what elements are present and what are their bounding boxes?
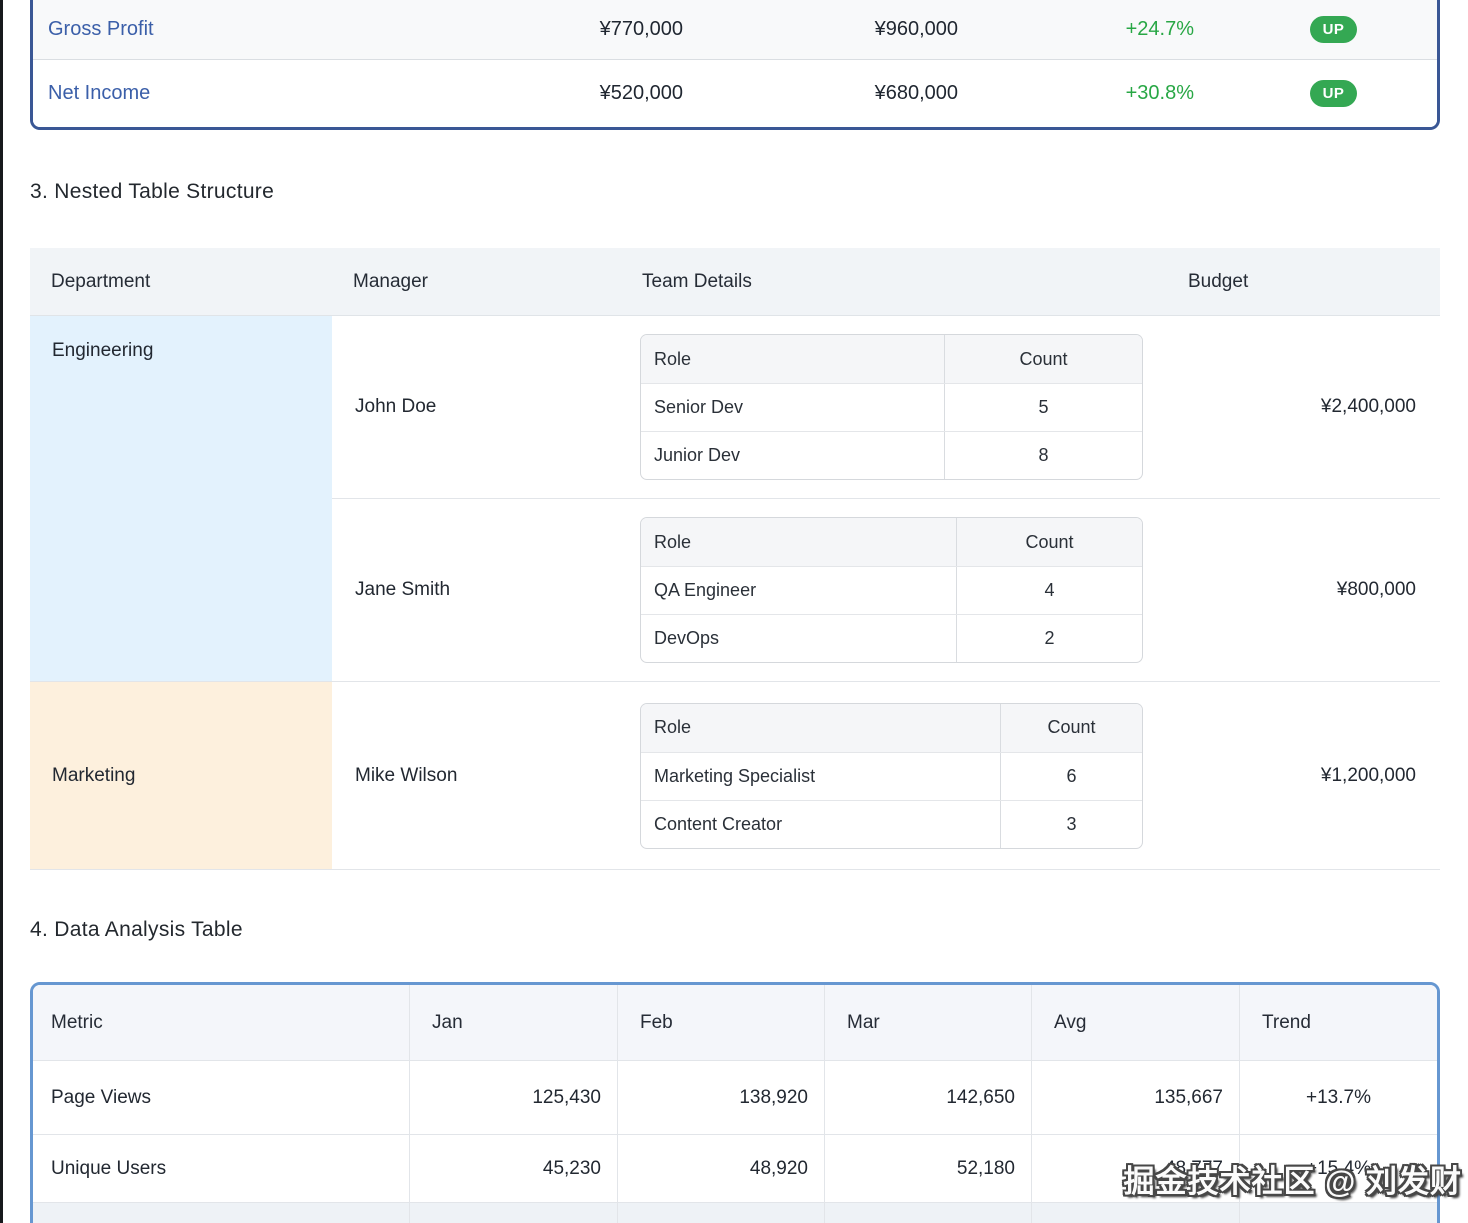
manager-row-jane-smith: Jane Smith Role Count QA Engineer 4 <box>332 498 1440 681</box>
count-cell: 6 <box>1066 765 1077 786</box>
department-group-marketing: Marketing Mike Wilson Role Count M <box>30 681 1440 869</box>
nested-header-count: Count <box>1019 348 1068 369</box>
column-header-trend: Trend <box>1262 1011 1311 1033</box>
count-cell: 8 <box>1038 445 1049 465</box>
budget-cell: ¥2,400,000 <box>1320 396 1416 417</box>
mar-value: 142,650 <box>825 1061 1032 1134</box>
previous-value: ¥770,000 <box>599 18 683 40</box>
previous-value: ¥520,000 <box>599 82 683 104</box>
nested-header-role: Role <box>641 335 945 383</box>
avg-value: 135,667 <box>1032 1061 1240 1134</box>
feb-value: 48,920 <box>618 1135 825 1202</box>
column-header-team-details: Team Details <box>642 270 752 292</box>
nested-row: Content Creator 3 <box>641 799 1142 848</box>
column-header-jan: Jan <box>410 985 618 1060</box>
count-cell: 3 <box>1066 813 1077 834</box>
table-header-row: Metric Jan Feb Mar Avg Trend <box>33 985 1437 1060</box>
table-row-net-income: Net Income ¥520,000 ¥680,000 +30.8% UP <box>33 60 1437 127</box>
department-group-engineering: Engineering John Doe Role Count Se <box>30 316 1440 681</box>
column-header-metric: Metric <box>33 985 410 1060</box>
manager-row-john-doe: John Doe Role Count Senior Dev 5 <box>332 316 1440 498</box>
budget-cell: ¥800,000 <box>1336 579 1416 600</box>
trend-value: +13.7% <box>1306 1086 1371 1108</box>
nested-header-count: Count <box>1025 531 1074 552</box>
nested-header-row: Role Count <box>641 703 1142 752</box>
nested-team-table: Role Count QA Engineer 4 DevOps 2 <box>640 517 1143 663</box>
nested-header-row: Role Count <box>641 335 1142 383</box>
manager-name: Jane Smith <box>355 579 451 600</box>
role-cell: Content Creator <box>641 800 1001 848</box>
nested-row: QA Engineer 4 <box>641 566 1142 614</box>
metric-cell: Unique Users <box>33 1135 410 1202</box>
column-header-budget: Budget <box>1188 270 1249 292</box>
change-percent: +30.8% <box>1125 82 1194 104</box>
trend-value: +15.4% <box>1306 1157 1371 1179</box>
metric-cell: Page Views <box>33 1061 410 1134</box>
column-header-avg: Avg <box>1032 985 1240 1060</box>
nested-header-row: Role Count <box>641 518 1142 566</box>
up-badge: UP <box>1309 80 1358 107</box>
badge-cell: UP <box>1230 16 1437 43</box>
badge-cell: UP <box>1230 80 1437 107</box>
column-header-mar: Mar <box>825 985 1032 1060</box>
table-row-partial <box>33 1202 1437 1223</box>
column-header-department: Department <box>51 270 151 292</box>
table-body: Engineering John Doe Role Count Se <box>30 316 1440 870</box>
role-cell: Senior Dev <box>641 384 945 431</box>
current-value: ¥960,000 <box>874 18 958 40</box>
nested-team-table: Role Count Senior Dev 5 Junior Dev 8 <box>640 334 1143 480</box>
watermark: 掘金技术社区 @ 刘发财 <box>1123 1164 1462 1199</box>
jan-value: 125,430 <box>410 1061 618 1134</box>
nested-header-role: Role <box>641 518 957 566</box>
manager-name: Mike Wilson <box>355 764 458 786</box>
team-details-cell: Role Count Senior Dev 5 Junior Dev 8 <box>630 316 1150 498</box>
page-content: Gross Profit ¥770,000 ¥960,000 +24.7% UP… <box>30 0 1440 1223</box>
nested-row: Junior Dev 8 <box>641 431 1142 479</box>
section-heading-nested-table: 3. Nested Table Structure <box>30 180 275 203</box>
nested-header-role: Role <box>641 703 1001 752</box>
manager-row-mike-wilson: Mike Wilson Role Count Marketing Special… <box>332 682 1440 869</box>
column-header-manager: Manager <box>353 270 428 292</box>
manager-rows: John Doe Role Count Senior Dev 5 <box>332 316 1440 681</box>
role-cell: DevOps <box>641 615 957 662</box>
table-row-gross-profit: Gross Profit ¥770,000 ¥960,000 +24.7% UP <box>33 0 1437 60</box>
nested-header-count: Count <box>1047 717 1096 737</box>
section-heading-data-analysis: 4. Data Analysis Table <box>30 918 243 941</box>
change-percent: +24.7% <box>1125 18 1194 40</box>
role-cell: Junior Dev <box>641 432 945 479</box>
manager-rows: Mike Wilson Role Count Marketing Special… <box>332 682 1440 869</box>
nested-team-table: Role Count Marketing Specialist 6 Conten… <box>640 702 1143 849</box>
nested-row: Marketing Specialist 6 <box>641 751 1142 800</box>
avg-value: 48,777 <box>1032 1135 1240 1202</box>
screen-left-edge <box>0 0 3 1223</box>
count-cell: 5 <box>1038 397 1049 417</box>
table-header-row: Department Manager Team Details Budget <box>30 248 1440 316</box>
jan-value: 45,230 <box>410 1135 618 1202</box>
up-badge: UP <box>1309 16 1358 43</box>
team-details-cell: Role Count Marketing Specialist 6 Conten… <box>630 682 1150 869</box>
count-cell: 2 <box>1044 628 1055 648</box>
table-row-unique-users: Unique Users 45,230 48,920 52,180 48,777… <box>33 1134 1437 1202</box>
feb-value: 138,920 <box>618 1061 825 1134</box>
department-cell: Marketing <box>30 682 332 869</box>
team-details-cell: Role Count QA Engineer 4 DevOps 2 <box>630 499 1150 681</box>
budget-cell: ¥1,200,000 <box>1320 764 1416 786</box>
current-value: ¥680,000 <box>874 82 958 104</box>
data-analysis-table: Metric Jan Feb Mar Avg Trend Page Views … <box>30 982 1440 1223</box>
column-header-feb: Feb <box>618 985 825 1060</box>
nested-structure-table: Department Manager Team Details Budget E… <box>30 248 1440 870</box>
financial-summary-table: Gross Profit ¥770,000 ¥960,000 +24.7% UP… <box>30 0 1440 130</box>
metric-label: Gross Profit <box>48 18 154 40</box>
department-cell: Engineering <box>30 316 332 681</box>
count-cell: 4 <box>1044 580 1055 600</box>
table-row-page-views: Page Views 125,430 138,920 142,650 135,6… <box>33 1060 1437 1134</box>
metric-label: Net Income <box>48 82 151 104</box>
nested-row: Senior Dev 5 <box>641 383 1142 431</box>
role-cell: QA Engineer <box>641 567 957 614</box>
role-cell: Marketing Specialist <box>641 752 1001 800</box>
mar-value: 52,180 <box>825 1135 1032 1202</box>
manager-name: John Doe <box>355 396 437 417</box>
nested-row: DevOps 2 <box>641 614 1142 662</box>
